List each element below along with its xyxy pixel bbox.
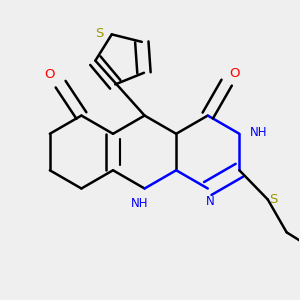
Text: NH: NH xyxy=(130,196,148,210)
Text: NH: NH xyxy=(250,126,268,139)
Text: O: O xyxy=(230,67,240,80)
Text: S: S xyxy=(269,193,277,206)
Text: O: O xyxy=(45,68,55,81)
Text: N: N xyxy=(206,195,215,208)
Text: S: S xyxy=(95,26,104,40)
